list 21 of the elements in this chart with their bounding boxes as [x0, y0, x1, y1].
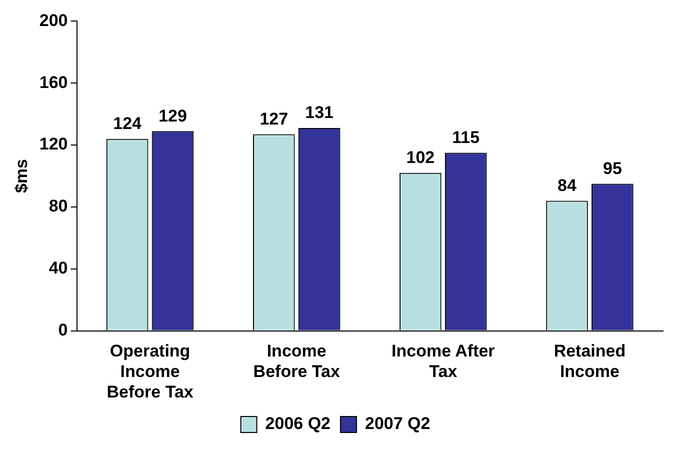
data-label: 131 [305, 103, 334, 122]
data-label: 84 [558, 176, 577, 195]
legend-label: 2006 Q2 [265, 414, 331, 434]
data-label: 124 [113, 114, 142, 134]
y-tick-label: 80 [48, 196, 68, 216]
x-tick-label: Income After Tax [392, 342, 496, 382]
x-tick-label: Operating Income Before Tax [106, 342, 194, 402]
y-axis-title: $ms [12, 158, 31, 194]
x-tick-label: Retained Income [554, 342, 626, 382]
data-label: 115 [452, 128, 480, 147]
y-tick-label: 40 [48, 258, 68, 278]
data-label: 127 [260, 109, 288, 128]
x-tick-label: Income Before Tax [253, 342, 340, 382]
data-label: 102 [406, 148, 435, 168]
y-tick-label: 160 [39, 72, 68, 92]
data-label: 95 [602, 158, 622, 178]
legend-label: 2007 Q2 [365, 414, 430, 434]
y-tick-label: 120 [39, 134, 68, 154]
y-tick-label: 0 [58, 320, 68, 340]
data-label: 129 [158, 106, 187, 126]
y-tick-label: 200 [39, 10, 68, 30]
